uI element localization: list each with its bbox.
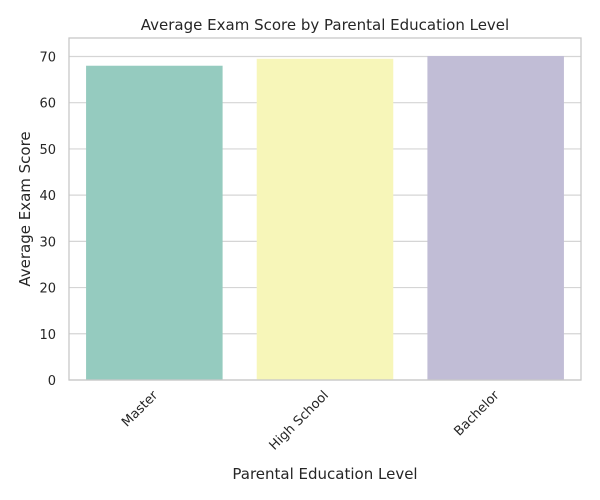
y-tick-labels: 0 10 20 30 40 50 60 70 <box>39 50 56 389</box>
y-tick-label: 0 <box>48 374 56 389</box>
y-tick-label: 50 <box>39 143 56 158</box>
bar-bachelor <box>427 56 564 380</box>
y-tick-label: 40 <box>39 189 56 204</box>
y-tick-label: 30 <box>39 235 56 250</box>
y-tick-label: 60 <box>39 97 56 112</box>
y-tick-label: 70 <box>39 50 56 65</box>
x-tick-label: Master <box>119 388 161 430</box>
x-tick-label: High School <box>267 388 332 453</box>
x-tick-labels: Master High School Bachelor <box>119 388 503 454</box>
x-axis-label: Parental Education Level <box>232 465 417 483</box>
y-tick-label: 10 <box>39 328 56 343</box>
y-tick-label: 20 <box>39 282 56 297</box>
bar-master <box>86 65 223 380</box>
chart-title: Average Exam Score by Parental Education… <box>141 16 509 34</box>
y-axis-label: Average Exam Score <box>16 131 34 286</box>
bar-high-school <box>256 58 394 380</box>
bars <box>86 56 564 380</box>
x-tick-label: Bachelor <box>451 388 503 440</box>
plot-frame <box>68 37 582 381</box>
